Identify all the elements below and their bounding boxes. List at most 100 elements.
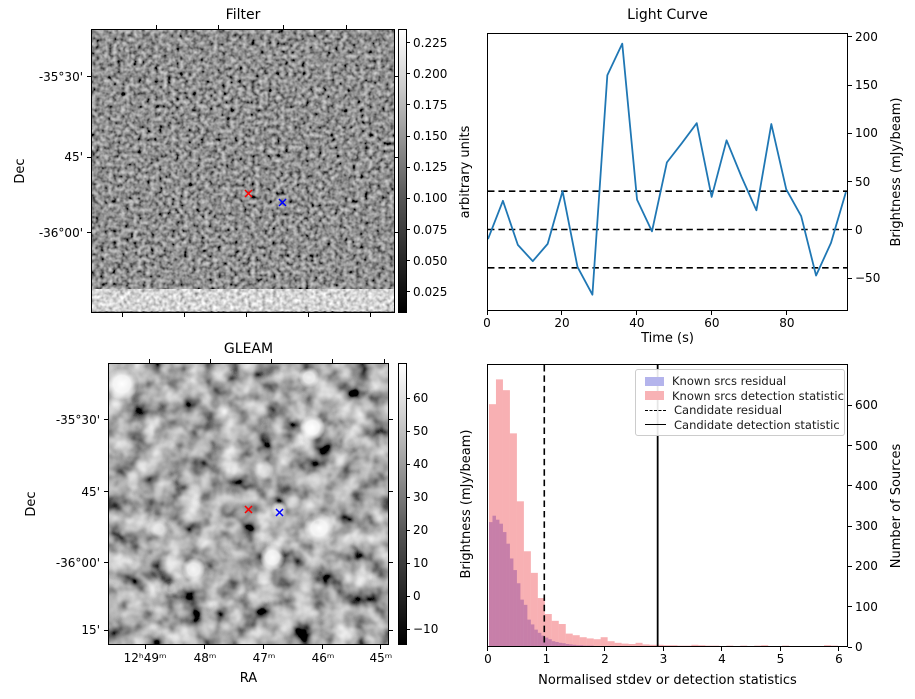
x-tick [144,645,146,649]
stat-tick-label: 3 [659,652,668,666]
y-tick-right [389,419,393,421]
histogram-xlabel: Normalised stdev or detection statistics [538,673,797,688]
gleam-title: GLEAM [223,341,274,357]
x-tick-top [155,25,157,29]
x-tick [322,645,324,649]
time-tick-label: 80 [779,316,795,330]
legend-label: Known srcs detection statistic [672,388,844,403]
y-tick [848,445,852,447]
x-tick-top [271,359,273,363]
x-tick [122,313,124,317]
y-tick [104,562,108,564]
y-tick [104,629,108,631]
time-tick-label: 0 [483,316,491,330]
x-marker-icon [278,198,287,207]
light-curve-canvas [488,42,847,296]
y-tick-right [395,76,399,78]
radio-source-blob [270,501,288,518]
light-curve-plot [487,33,848,311]
y-tick [848,485,852,487]
y-tick-right [395,232,399,234]
x-tick [604,647,606,651]
stat-tick-label: 2 [601,652,609,666]
y-tick-right [395,156,399,158]
reference-position-blue-x [274,503,285,517]
ra-tick-label: 46ᵐ [311,651,335,665]
stat-tick-label: 1 [542,652,551,666]
x-tick [662,647,664,651]
x-tick [486,311,488,315]
dec-tick-label: 45' [81,484,100,499]
colorbar-tick-label: 10 [413,556,429,571]
x-tick-top [209,359,211,363]
candidate-position-red-x [243,184,254,198]
colorbar-tick [407,595,410,597]
y-tick [87,76,91,78]
colorbar-tick-label: 0.150 [413,129,448,144]
x-tick [636,311,638,315]
colorbar-tick [407,291,410,293]
x-tick [263,645,265,649]
y-tick [87,232,91,234]
legend-item-known-srcs-residual: Known srcs residual [636,374,844,389]
colorbar-tick-label: 30 [413,490,429,505]
y-tick [848,229,852,231]
brightness-tick-label: 50 [855,174,871,189]
colorbar-tick-label: 0.075 [413,222,448,237]
filter-colorbar [398,29,407,313]
colorbar-tick [407,42,410,44]
colorbar-tick [407,397,410,399]
brightness-tick-label: 0 [855,222,863,237]
time-tick-label: 40 [629,316,645,330]
colorbar-tick [407,496,410,498]
dec-tick-label: 45' [64,150,83,165]
reference-position-blue-x [277,193,288,207]
colorbar-tick-label: 40 [413,457,429,472]
y-tick [848,525,852,527]
y-tick [848,404,852,406]
legend-item-candidate-residual: Candidate residual [636,403,844,418]
ra-tick-label: 12ʰ49ᵐ [123,651,167,665]
x-tick [779,647,781,651]
gleam-xlabel: RA [239,671,258,686]
radio-source-blob [109,367,139,401]
y-tick [848,84,852,86]
blue-swatch-icon [645,376,664,386]
colorbar-tick-label: 0.225 [413,35,448,50]
gleam-colorbar-label: Brightness (mJy/beam) [459,429,474,579]
x-marker-icon [274,508,284,517]
bright-stripe [92,289,394,311]
y-tick-right [389,491,393,493]
count-tick-label: 200 [855,559,878,574]
colorbar-tick [407,430,410,432]
colorbar-tick-label: 0.175 [413,97,448,112]
x-tick-top [149,359,151,363]
y-tick [848,277,852,279]
brightness-tick-label: −50 [855,271,881,286]
colorbar-tick [407,135,410,137]
x-tick [838,647,840,651]
gleam-sky-map [108,363,389,645]
legend-label: Known srcs residual [672,374,787,389]
colorbar-tick [407,463,410,465]
radio-source-blob [253,460,275,482]
colorbar-tick [407,628,410,630]
histogram-canvas [488,365,838,646]
colorbar-tick [407,562,410,564]
y-tick [848,132,852,134]
radio-source-blob [341,433,360,452]
x-tick [245,313,247,317]
count-tick-label: 500 [855,438,878,453]
filter-title: Filter [225,7,261,23]
y-tick [848,181,852,183]
dec-tick-label: -35°30' [55,412,100,427]
y-tick [104,491,108,493]
brightness-tick-label: 100 [855,126,878,141]
x-marker-icon [244,189,253,198]
time-tick-label: 20 [554,316,570,330]
light-curve-title: Light Curve [627,7,708,23]
count-tick-label: 100 [855,599,878,614]
legend: Known srcs residual Known srcs detection… [635,369,845,436]
dashed-line-icon [645,409,666,411]
stat-tick-label: 4 [718,652,726,666]
